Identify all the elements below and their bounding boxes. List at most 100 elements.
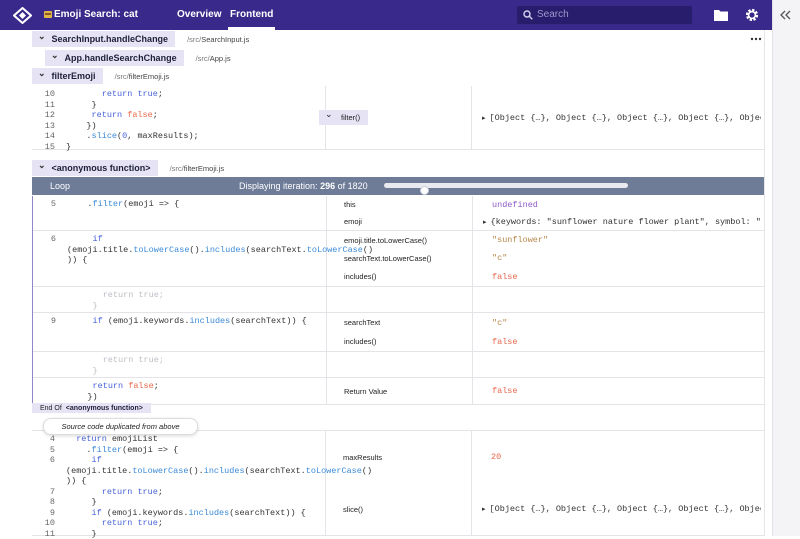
var-value: false	[472, 272, 762, 282]
variable[interactable]: includes()false	[326, 333, 765, 350]
iteration-slider[interactable]	[384, 183, 628, 188]
code-lines: 10 return true;11 }12 return false;13 })…	[32, 89, 325, 152]
code-token: ;	[158, 487, 163, 497]
variable[interactable]: includes() false	[326, 268, 765, 285]
var-name: slice()	[325, 505, 471, 514]
code-token: true	[137, 518, 157, 528]
code-token: (emoji => {	[122, 445, 178, 455]
var-name: maxResults	[325, 453, 471, 462]
code-token: }	[67, 366, 98, 376]
code-lines: 6 if(emoji.title.toLowerCase().includes(…	[33, 234, 326, 266]
code-line: (emoji.title.toLowerCase().includes(sear…	[33, 245, 326, 256]
line-number	[33, 301, 56, 312]
source: return true;	[66, 487, 163, 498]
source: }	[67, 301, 98, 312]
code-token: false	[127, 110, 153, 120]
line-number: 11	[32, 100, 55, 111]
var-value: [Object {…}, Object {…}, Object {…}, Obj…	[471, 113, 761, 123]
code-token: toLowerCase	[133, 245, 189, 255]
search-box[interactable]: Search	[517, 6, 692, 24]
var-name-text: includes()	[344, 337, 377, 346]
code-token: (emoji.title.	[67, 245, 133, 255]
frame-header[interactable]: filterEmoji/src/filterEmoji.js	[32, 68, 169, 84]
var-name-text: Return Value	[344, 387, 387, 396]
source: }	[66, 100, 97, 111]
code-line: 6 if	[32, 455, 325, 466]
source: }	[66, 497, 97, 508]
line-number	[33, 290, 56, 301]
code-line: 11 }	[32, 100, 325, 111]
code-token: filter	[92, 445, 123, 455]
settings-icon[interactable]	[745, 8, 759, 22]
line-number	[33, 255, 56, 266]
source: return false;	[67, 381, 159, 392]
code-token	[66, 455, 92, 465]
code-token: .	[67, 199, 93, 209]
more-icon[interactable]	[750, 37, 762, 41]
code-token: }	[66, 142, 71, 152]
code-block: 6 if(emoji.title.toLowerCase().includes(…	[33, 231, 765, 287]
source: }	[66, 529, 97, 539]
code-token: true	[137, 89, 157, 99]
code-token: emojiList	[107, 434, 158, 444]
frame-header[interactable]: App.handleSearchChange/src/App.js	[45, 50, 231, 66]
tooltip: Source code duplicated from above	[43, 418, 198, 435]
var-value: [Object {…}, Object {…}, Object {…}, Obj…	[471, 504, 761, 514]
frame-name: SearchInput.handleChange	[32, 31, 175, 47]
code-token: return	[76, 434, 107, 444]
code-token: if	[93, 234, 103, 244]
code-line: return true;	[33, 355, 326, 366]
code-line: }	[33, 301, 326, 312]
variable[interactable]: searchText"c"	[326, 314, 765, 331]
frame-name: <anonymous function>	[32, 160, 158, 176]
code-token	[66, 518, 102, 528]
source: }	[67, 366, 98, 377]
iteration-total: 1820	[348, 181, 368, 191]
frame-header[interactable]: SearchInput.handleChange/src/SearchInput…	[32, 31, 249, 47]
code-lines: return false; })	[33, 381, 326, 402]
var-name: searchText	[326, 318, 472, 327]
code-token: }	[67, 301, 98, 311]
variable[interactable]: emoji{keywords: "sunflower nature flower…	[326, 213, 765, 230]
line-number: 15	[32, 142, 55, 153]
var-value: "sunflower"	[472, 235, 762, 245]
variable[interactable]: filter()[Object {…}, Object {…}, Object …	[325, 109, 764, 126]
iteration-of: of	[338, 181, 346, 191]
var-value: undefined	[472, 200, 762, 210]
frame-path: /src/App.js	[196, 54, 231, 63]
folder-icon[interactable]	[714, 9, 728, 21]
slider-thumb[interactable]	[420, 186, 429, 195]
code-token: }	[66, 100, 97, 110]
var-name-text: includes()	[344, 272, 377, 281]
tab[interactable]: Frontend	[230, 9, 273, 20]
line-number: 6	[32, 455, 55, 466]
var-value: 20	[471, 452, 761, 462]
search-icon	[523, 10, 533, 20]
source: )) {	[67, 255, 87, 266]
frame-name: filterEmoji	[32, 68, 103, 84]
tab[interactable]: Overview	[177, 9, 221, 20]
source: return emojiList	[66, 434, 158, 445]
var-name: this	[326, 200, 472, 209]
code-token	[66, 434, 76, 444]
collapse-icon[interactable]	[780, 10, 792, 20]
var-value: "c"	[472, 253, 762, 263]
logo[interactable]	[13, 7, 32, 24]
frame-header[interactable]: <anonymous function> /src/filterEmoji.js	[32, 160, 224, 176]
line-number: 12	[32, 110, 55, 121]
variable[interactable]: slice()[Object {…}, Object {…}, Object {…	[325, 501, 764, 518]
variable[interactable]: emoji.title.toLowerCase()"sunflower"	[326, 232, 765, 249]
line-number: 6	[33, 234, 56, 245]
var-value: "c"	[472, 318, 762, 328]
variable[interactable]: searchText.toLowerCase()"c"	[326, 250, 765, 267]
line-number	[32, 476, 55, 487]
code-token: ;	[154, 381, 159, 391]
code-token: slice	[92, 131, 118, 141]
code-line: 8 }	[32, 497, 325, 508]
source: return true;	[66, 518, 163, 529]
